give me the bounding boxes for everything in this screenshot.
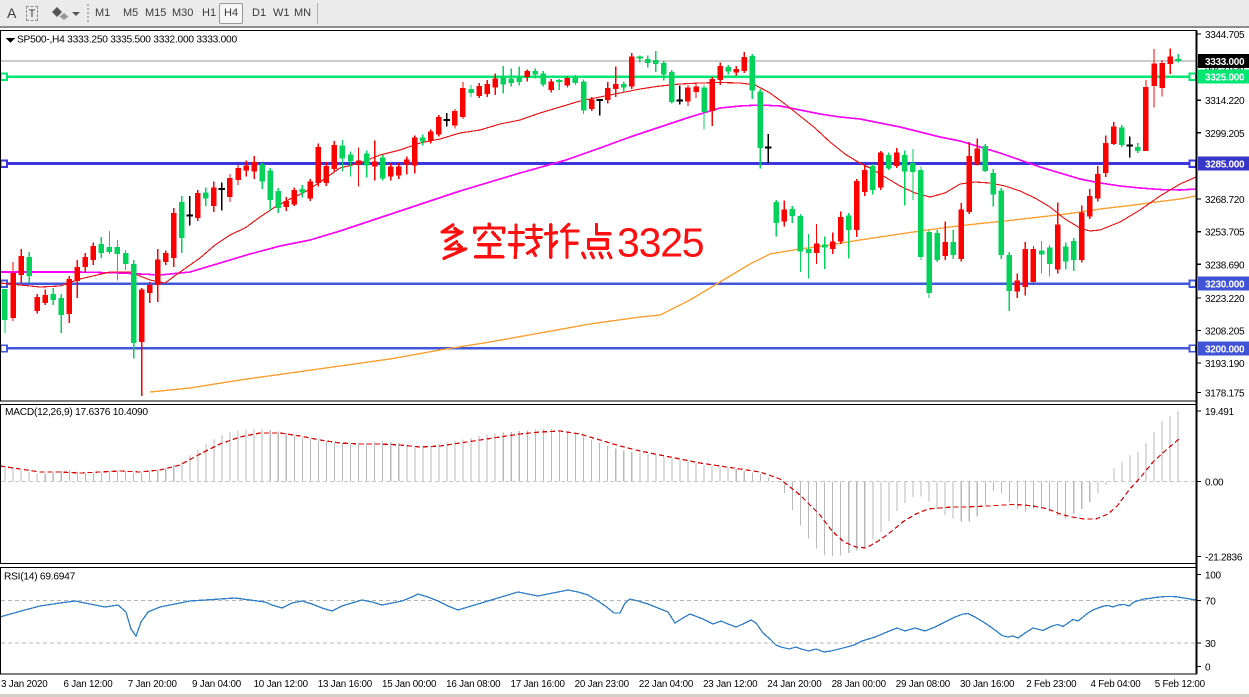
svg-text:2 Feb 23:00: 2 Feb 23:00 (1026, 679, 1077, 690)
svg-text:3 Jan 2020: 3 Jan 2020 (1, 679, 48, 690)
svg-text:7 Jan 20:00: 7 Jan 20:00 (128, 679, 178, 690)
svg-text:9 Jan 04:00: 9 Jan 04:00 (192, 679, 242, 690)
svg-text:24 Jan 20:00: 24 Jan 20:00 (767, 679, 822, 690)
svg-text:3333.000: 3333.000 (1205, 57, 1245, 68)
svg-text:3200.000: 3200.000 (1205, 344, 1245, 355)
svg-text:3178.175: 3178.175 (1205, 389, 1245, 400)
svg-text:4 Feb 04:00: 4 Feb 04:00 (1090, 679, 1141, 690)
svg-text:3230.000: 3230.000 (1205, 280, 1245, 291)
svg-text:3193.190: 3193.190 (1205, 359, 1245, 370)
svg-text:30: 30 (1205, 639, 1216, 650)
svg-text:100: 100 (1205, 571, 1222, 582)
svg-text:29 Jan 08:00: 29 Jan 08:00 (896, 679, 951, 690)
svg-text:3238.690: 3238.690 (1205, 260, 1245, 271)
svg-text:0.00: 0.00 (1205, 478, 1224, 489)
svg-text:19.491: 19.491 (1205, 407, 1235, 418)
svg-text:17 Jan 16:00: 17 Jan 16:00 (510, 679, 565, 690)
svg-text:3268.720: 3268.720 (1205, 195, 1245, 206)
svg-text:28 Jan 00:00: 28 Jan 00:00 (832, 679, 887, 690)
svg-text:30 Jan 16:00: 30 Jan 16:00 (960, 679, 1015, 690)
svg-text:SP500-,H4 3333.250 3335.500 3: SP500-,H4 3333.250 3335.500 3332.000 333… (17, 35, 237, 46)
svg-text:RSI(14) 69.6947: RSI(14) 69.6947 (4, 572, 76, 583)
svg-text:3329.690: 3329.690 (1205, 63, 1245, 74)
svg-text:10 Jan 12:00: 10 Jan 12:00 (254, 679, 309, 690)
svg-text:23 Jan 12:00: 23 Jan 12:00 (703, 679, 758, 690)
svg-text:3253.705: 3253.705 (1205, 228, 1245, 239)
svg-text:0: 0 (1205, 663, 1211, 674)
svg-text:MACD(12,26,9) 17.6376 10.4090: MACD(12,26,9) 17.6376 10.4090 (5, 407, 148, 418)
svg-text:5 Feb 12:00: 5 Feb 12:00 (1155, 679, 1206, 690)
svg-text:22 Jan 04:00: 22 Jan 04:00 (639, 679, 694, 690)
svg-text:3314.220: 3314.220 (1205, 96, 1245, 107)
svg-text:15 Jan 00:00: 15 Jan 00:00 (382, 679, 437, 690)
svg-text:6 Jan 12:00: 6 Jan 12:00 (63, 679, 113, 690)
svg-text:3325.000: 3325.000 (1205, 73, 1245, 84)
svg-text:70: 70 (1205, 597, 1216, 608)
svg-text:3344.705: 3344.705 (1205, 30, 1245, 41)
svg-text:3325: 3325 (617, 220, 704, 266)
svg-text:20 Jan 23:00: 20 Jan 23:00 (575, 679, 630, 690)
svg-text:3208.205: 3208.205 (1205, 327, 1245, 338)
svg-text:3299.205: 3299.205 (1205, 129, 1245, 140)
svg-text:3223.220: 3223.220 (1205, 294, 1245, 305)
svg-text:-21.2836: -21.2836 (1205, 553, 1243, 564)
svg-text:13 Jan 16:00: 13 Jan 16:00 (318, 679, 373, 690)
svg-text:16 Jan 08:00: 16 Jan 08:00 (446, 679, 501, 690)
svg-text:3285.000: 3285.000 (1205, 160, 1245, 171)
